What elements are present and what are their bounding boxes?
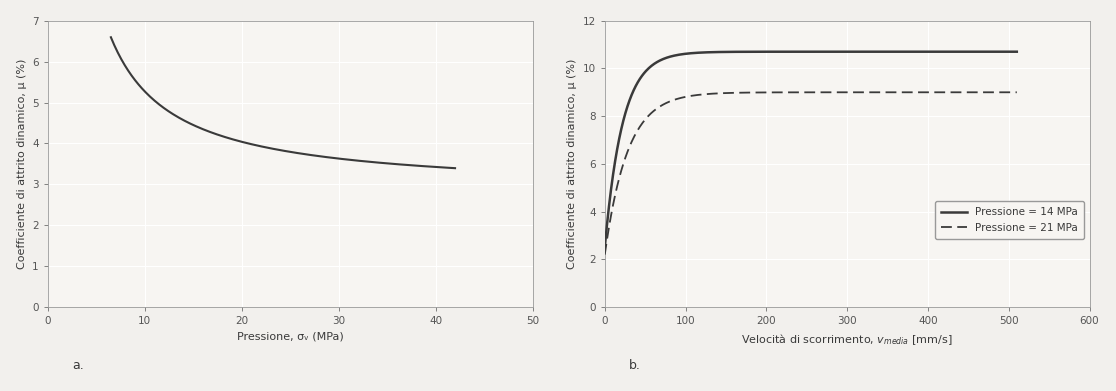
Pressione = 14 MPa (598, 245, 612, 250)
Pressione = 21 MPa (704, 91, 718, 96)
Pressione = 14 MPa (785, 49, 798, 54)
Y-axis label: Coefficiente di attrito dinamico, μ (%): Coefficiente di attrito dinamico, μ (%) (17, 59, 27, 269)
Legend: Pressione = 14 MPa, Pressione = 21 MPa: Pressione = 14 MPa, Pressione = 21 MPa (935, 201, 1085, 239)
Pressione = 21 MPa (598, 252, 612, 257)
Text: b.: b. (629, 359, 641, 372)
Pressione = 14 MPa (704, 50, 718, 55)
Pressione = 14 MPa (873, 49, 886, 54)
Pressione = 21 MPa (1010, 90, 1023, 95)
Pressione = 21 MPa (873, 90, 886, 95)
X-axis label: Pressione, σᵥ (MPa): Pressione, σᵥ (MPa) (237, 332, 344, 342)
Line: Pressione = 14 MPa: Pressione = 14 MPa (605, 52, 1017, 248)
Pressione = 21 MPa (671, 97, 684, 101)
Pressione = 14 MPa (840, 49, 854, 54)
X-axis label: Velocità di scorrimento, $v_{media}$ [mm/s]: Velocità di scorrimento, $v_{media}$ [mm… (741, 332, 953, 346)
Y-axis label: Coefficiente di attrito dinamico, μ (%): Coefficiente di attrito dinamico, μ (%) (567, 59, 577, 269)
Text: a.: a. (73, 359, 84, 372)
Pressione = 21 MPa (908, 90, 922, 95)
Pressione = 14 MPa (671, 53, 684, 57)
Pressione = 14 MPa (908, 49, 922, 54)
Line: Pressione = 21 MPa: Pressione = 21 MPa (605, 92, 1017, 255)
Pressione = 21 MPa (785, 90, 798, 95)
Pressione = 21 MPa (840, 90, 854, 95)
Pressione = 14 MPa (1010, 49, 1023, 54)
